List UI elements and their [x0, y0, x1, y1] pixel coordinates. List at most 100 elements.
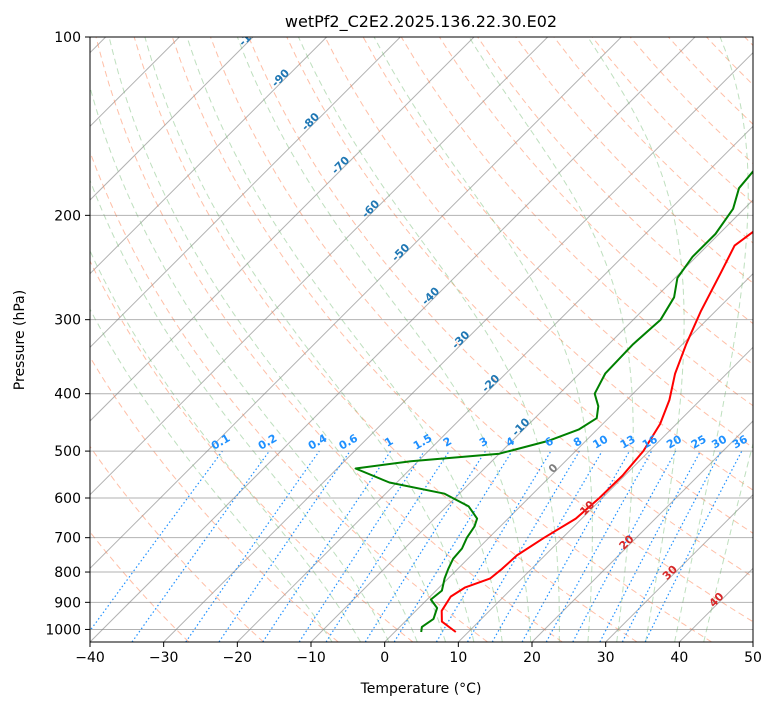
dry-adiabat-line: [706, 37, 753, 86]
temperature-label: -80: [299, 110, 322, 133]
mixing-ratio-line: [521, 450, 631, 642]
pressure-gridlines: [90, 37, 753, 630]
plot-frame: [89, 36, 754, 643]
dry-adiabat-line: [90, 259, 414, 642]
mixing-ratio-label: 36: [730, 432, 750, 451]
x-tick-label: 50: [744, 650, 762, 666]
mixing-ratio-label: 10: [591, 432, 611, 451]
dry-adiabat-line: [90, 445, 264, 642]
mixing-ratio-line: [599, 450, 702, 642]
dry-adiabat-line: [95, 37, 563, 642]
isotherm-line: [236, 125, 753, 642]
isotherm-line: [457, 346, 753, 642]
y-tick-label: 100: [54, 30, 81, 46]
isotherm-line: [384, 272, 753, 642]
background-lines: [90, 37, 753, 642]
isotherm-line: [605, 493, 753, 642]
mixing-ratio-label: 13: [618, 433, 638, 452]
isotherm-line: [90, 37, 475, 422]
temperature-label: -100: [236, 20, 265, 49]
isotherm-line: [90, 37, 401, 349]
moist-adiabat-line: [90, 249, 362, 642]
temperature-label: -70: [329, 154, 352, 177]
y-axis-ticks: 1000 900 800 700 600 500 400 300 200 100: [45, 30, 90, 638]
temperature-label: -90: [269, 66, 292, 89]
mixing-ratio-label: 0.2: [256, 432, 279, 453]
mixing-ratio-line: [90, 450, 223, 632]
dry-adiabat-line: [515, 37, 753, 284]
moist-adiabat-line: [298, 37, 560, 642]
dry-adiabat-line: [744, 37, 753, 47]
mixing-ratio-line: [218, 450, 351, 642]
dry-adiabat-line: [248, 37, 753, 578]
temperature-profile-line: [440, 230, 753, 633]
isotherm-line: [163, 51, 753, 642]
y-tick-label: 1000: [45, 622, 81, 638]
dewpoint-profile-line: [354, 169, 753, 633]
moist-adiabat-line: [144, 37, 475, 642]
y-tick-label: 500: [54, 444, 81, 460]
isotherm-line: [90, 37, 696, 642]
y-tick-label: 700: [54, 531, 81, 547]
moist-adiabat-line: [587, 37, 685, 642]
y-tick-label: 900: [54, 595, 81, 611]
mixing-ratio-line: [393, 450, 513, 642]
x-tick-label: 10: [449, 650, 467, 666]
mixing-ratio-line: [466, 450, 580, 642]
isotherm-line: [310, 199, 753, 642]
dry-adiabat-line: [286, 37, 753, 534]
moist-adiabat-line: [90, 179, 390, 642]
x-tick-label: −10: [296, 650, 326, 666]
temperature-label: 20: [617, 532, 637, 552]
mixing-ratio-label: 1: [382, 435, 395, 450]
y-tick-label: 400: [54, 387, 81, 403]
chart-title: wetPf2_C2E2.2025.136.22.30.E02: [285, 12, 557, 32]
x-tick-label: −20: [223, 650, 253, 666]
mixing-ratio-label: 3: [477, 435, 490, 450]
temperature-label: -20: [479, 372, 502, 395]
temperature-label: -40: [419, 284, 442, 307]
moist-adiabat-line: [468, 37, 634, 642]
moist-adiabat-line: [674, 37, 749, 642]
moist-adiabat-line: [236, 37, 532, 642]
mixing-ratio-line: [572, 450, 677, 642]
x-tick-label: 40: [670, 650, 688, 666]
isotherm-line: [90, 37, 622, 570]
x-tick-label: 0: [380, 650, 389, 666]
mixing-ratio-label: 25: [689, 433, 709, 452]
x-tick-label: 30: [597, 650, 615, 666]
dry-adiabat-line: [553, 37, 753, 244]
mixing-ratio-label: 16: [640, 432, 660, 451]
mixing-ratio-line: [298, 450, 425, 642]
moist-adiabat-line: [90, 85, 418, 642]
mixing-ratio-label: 6: [543, 434, 556, 449]
mixing-ratio-label: 8: [571, 435, 584, 450]
temperature-label: -10: [509, 415, 532, 438]
mixing-ratio-line: [131, 450, 270, 642]
x-axis-ticks: −40 −30 −20 −10 0 10 20 30 40 50: [75, 642, 762, 666]
y-tick-label: 200: [54, 208, 81, 224]
y-axis-label: Pressure (hPa): [12, 290, 28, 390]
isotherm-line: [531, 420, 753, 642]
x-tick-label: 20: [523, 650, 541, 666]
mixing-ratio-label: 0.1: [209, 432, 232, 453]
temperature-label: 30: [660, 562, 680, 582]
x-tick-label: −40: [75, 650, 105, 666]
mixing-ratio-label: 0.4: [306, 431, 330, 452]
dry-adiabat-line: [90, 531, 190, 642]
mixing-ratio-label: 30: [709, 432, 729, 451]
profile-lines: [354, 169, 753, 633]
mixing-ratio-line: [262, 450, 392, 642]
temperature-label: -30: [449, 328, 472, 351]
y-tick-label: 800: [54, 565, 81, 581]
dry-adiabat-line: [210, 37, 753, 623]
moist-adiabat-line: [108, 37, 447, 642]
x-axis-label: Temperature (°C): [360, 681, 482, 697]
mixing-ratio-line: [545, 450, 653, 642]
mixing-ratio-line: [644, 450, 743, 642]
mixing-ratio-line: [325, 450, 450, 642]
y-tick-label: 600: [54, 491, 81, 507]
x-tick-label: −30: [149, 650, 179, 666]
moist-adiabat-line: [373, 37, 593, 642]
